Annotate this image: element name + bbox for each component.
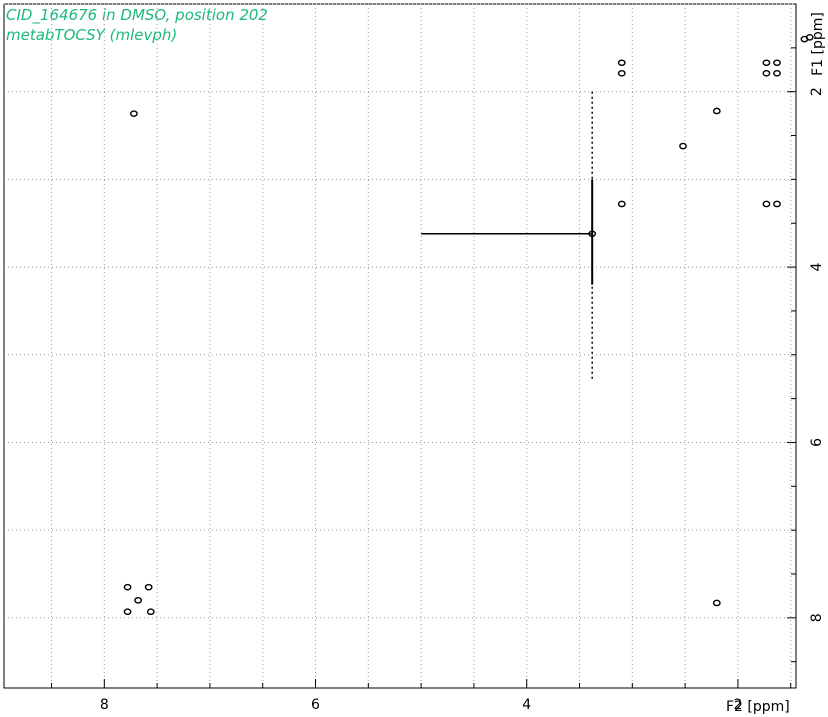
- solvent-traces: [421, 91, 594, 382]
- cross-peaks: [123, 34, 814, 616]
- x-tick-label: 4: [522, 697, 531, 713]
- cross-peak: [123, 583, 132, 591]
- cross-peak: [712, 107, 721, 115]
- cross-peak: [146, 608, 155, 616]
- cross-peak: [123, 608, 132, 616]
- cross-peak: [805, 34, 814, 41]
- cross-peak: [773, 59, 781, 67]
- y-tick-label: 6: [809, 438, 825, 447]
- cross-peak: [129, 110, 138, 117]
- cross-peak: [773, 200, 781, 208]
- spectrum-title: CID_164676 in DMSO, position 202: [6, 6, 268, 24]
- y-tick-label: 8: [809, 613, 825, 622]
- cross-peak: [762, 59, 771, 67]
- cross-peak: [617, 59, 626, 67]
- cross-peak: [588, 230, 597, 238]
- x-tick-label: 8: [100, 697, 109, 713]
- cross-peak: [762, 69, 771, 77]
- cross-peak: [712, 599, 721, 607]
- plot-frame: [3, 3, 797, 689]
- y-tick-label: 2: [809, 87, 825, 96]
- cross-peak: [144, 583, 153, 591]
- y-tick-label: 4: [809, 263, 825, 272]
- grid-lines: [4, 3, 796, 688]
- spectrum-title-block: CID_164676 in DMSO, position 202 metabTO…: [6, 5, 268, 45]
- cross-peak: [617, 200, 626, 208]
- cross-peak: [617, 69, 626, 77]
- spectrum-subtitle: metabTOCSY (mlevph): [6, 26, 178, 44]
- x-tick-label: 2: [733, 697, 742, 713]
- cross-peak: [134, 597, 143, 604]
- cross-peak: [679, 142, 687, 150]
- cross-peak: [773, 69, 781, 77]
- cross-peak: [762, 200, 771, 208]
- x-axis-label: F2 [ppm]: [726, 699, 790, 715]
- x-tick-label: 6: [311, 697, 320, 713]
- axis-ticks: 8 6 4 2 2 4 6 8: [51, 47, 825, 713]
- y-axis-label: F1 [ppm]: [810, 12, 826, 76]
